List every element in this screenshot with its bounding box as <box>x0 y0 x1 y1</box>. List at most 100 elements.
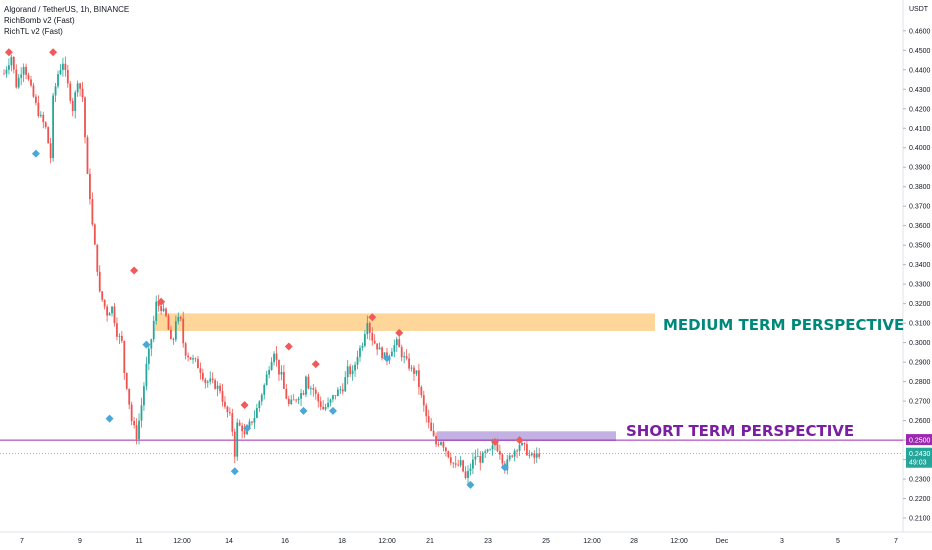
candle-body <box>145 363 148 387</box>
candle-body <box>295 399 298 401</box>
time-tick-label: 5 <box>836 538 840 545</box>
price-tick-label: 0.4100 <box>909 126 931 133</box>
price-tick-label: 0.3700 <box>909 204 931 211</box>
candle-body <box>322 406 325 410</box>
candle-body <box>464 471 467 479</box>
candle-body <box>351 370 354 374</box>
candle-body <box>378 347 381 350</box>
candle-body <box>214 380 217 389</box>
short-term-zone[interactable] <box>437 431 616 442</box>
candle-body <box>390 351 393 357</box>
candle-body <box>417 370 420 387</box>
candle-body <box>410 367 413 369</box>
price-tick-label: 0.4600 <box>909 28 931 35</box>
candle-body <box>182 318 185 344</box>
candle-body <box>206 381 209 383</box>
candle-body <box>344 377 347 392</box>
candle-body <box>128 388 131 405</box>
candle-body <box>452 462 455 464</box>
price-tick-label: 0.4500 <box>909 48 931 55</box>
candle-body <box>103 299 106 307</box>
candle-body <box>236 422 239 457</box>
candle-body <box>42 114 45 123</box>
buy-signal-marker <box>466 480 475 489</box>
candle-body <box>467 470 469 479</box>
candle-body <box>25 66 27 75</box>
candle-body <box>361 345 364 348</box>
time-tick-label: 28 <box>630 538 638 545</box>
candle-body <box>165 308 167 316</box>
candle-body <box>359 347 361 357</box>
candle-body <box>297 398 300 401</box>
candle-body <box>125 372 128 389</box>
candle-body <box>535 453 538 458</box>
candle-body <box>221 391 224 402</box>
candle-body <box>528 455 531 456</box>
candle-body <box>329 399 332 403</box>
price-tick-label: 0.2300 <box>909 477 931 484</box>
price-tick-label: 0.3400 <box>909 262 931 269</box>
price-tick-label: 0.4200 <box>909 106 931 113</box>
candle-body <box>39 114 42 116</box>
candle-body <box>37 102 40 116</box>
indicator-label-richtl[interactable]: RichTL v2 (Fast) <box>4 27 63 36</box>
candle-body <box>118 335 121 337</box>
candle-body <box>457 464 460 466</box>
candle-body <box>76 83 79 93</box>
candle-body <box>59 69 62 75</box>
sell-signal-marker <box>284 342 293 351</box>
candle-body <box>268 369 271 375</box>
candle-body <box>275 353 278 360</box>
candle-body <box>184 343 187 356</box>
candle-body <box>211 378 214 381</box>
candle-body <box>172 339 175 340</box>
sell-signal-marker <box>311 360 320 369</box>
candle-body <box>518 445 521 451</box>
candle-body <box>511 455 514 457</box>
candle-body <box>405 356 408 359</box>
candle-body <box>366 323 369 335</box>
candle-body <box>437 444 440 446</box>
candle-body <box>496 444 499 452</box>
candle-body <box>435 435 437 445</box>
candle-body <box>162 308 165 312</box>
candle-body <box>54 86 57 96</box>
candle-body <box>314 389 317 394</box>
candle-body <box>74 92 77 111</box>
candle-body <box>241 425 244 432</box>
medium-term-zone[interactable] <box>155 313 655 331</box>
level-price-badge <box>906 434 932 446</box>
indicator-label-richbomb[interactable]: RichBomb v2 (Fast) <box>4 16 75 25</box>
candle-body <box>484 451 487 453</box>
candle-body <box>84 97 86 138</box>
candle-body <box>251 421 253 423</box>
price-tick-label: 0.3900 <box>909 165 931 172</box>
candle-body <box>150 339 153 349</box>
candle-body <box>201 372 204 380</box>
buy-signal-marker <box>230 467 239 476</box>
chart-title: Algorand / TetherUS, 1h, BINANCE <box>4 5 130 14</box>
candle-body <box>155 301 158 321</box>
sell-signal-marker <box>368 313 377 322</box>
candle-body <box>135 425 138 440</box>
candle-body <box>422 395 425 406</box>
candle-body <box>81 88 84 98</box>
candle-body <box>187 355 190 358</box>
price-tick-label: 0.3000 <box>909 340 931 347</box>
candle-body <box>523 443 526 445</box>
candle-body <box>204 379 207 383</box>
candle-body <box>513 450 516 457</box>
candle-body <box>292 399 295 401</box>
candle-body <box>189 357 192 360</box>
candle-body <box>147 348 150 364</box>
short-term-label: SHORT TERM PERSPECTIVE <box>626 422 854 440</box>
price-tick-label: 0.3600 <box>909 223 931 230</box>
candle-body <box>319 401 322 407</box>
price-tick-label: 0.3200 <box>909 301 931 308</box>
price-tick-label: 0.3800 <box>909 184 931 191</box>
candle-body <box>224 401 226 407</box>
candle-body <box>238 422 241 426</box>
candle-body <box>447 451 450 458</box>
time-tick-label: 9 <box>78 538 82 545</box>
